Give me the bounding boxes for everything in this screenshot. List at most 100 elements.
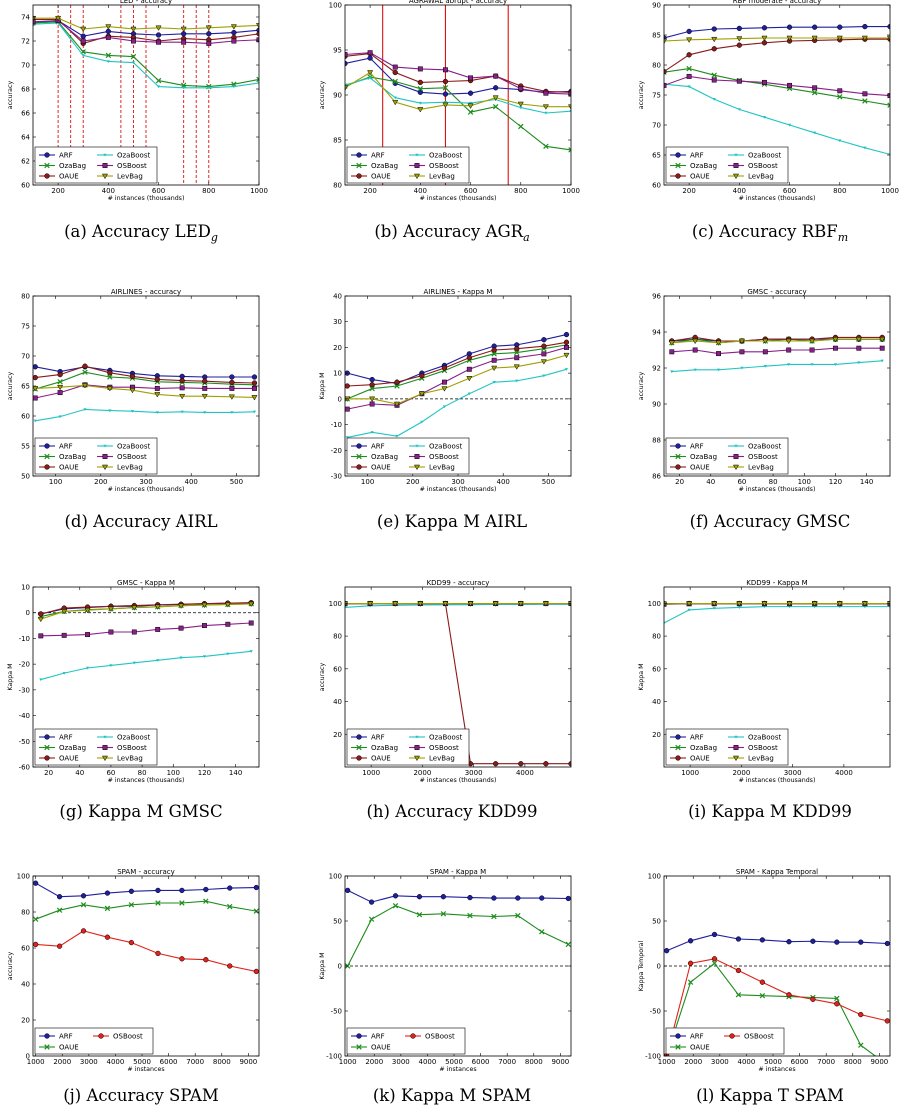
y-tick-label: 20	[652, 731, 661, 739]
data-point-arf	[565, 895, 571, 902]
y-tick-label: 65	[21, 383, 30, 391]
data-point-arf	[392, 893, 399, 899]
data-point-levbag	[517, 601, 524, 607]
y-tick-label: 80	[21, 909, 30, 917]
data-point-levbag	[61, 609, 68, 615]
chart-title: AGRAWAL abrupt - accuracy	[409, 0, 507, 5]
data-point-osboost	[736, 78, 742, 84]
series-line-osboost	[347, 346, 567, 410]
legend-marker-ozabag	[44, 453, 50, 460]
y-tick-label: 66	[21, 110, 30, 118]
series-line-levbag	[345, 71, 571, 110]
x-tick-label: 400	[185, 478, 198, 486]
legend: ARF OzaBag OAUE OzaBoost OSBoost LevBag	[346, 437, 470, 475]
chart-f: GMSC - accuracy 20 40 60 80 100 120 140 86 88 90 92…	[638, 288, 891, 493]
legend-marker-arf	[356, 1033, 362, 1039]
y-tick-label: 80	[652, 62, 661, 70]
data-point-ozaboost	[83, 408, 87, 411]
data-point-arf	[33, 880, 39, 886]
chart-title: LED - accuracy	[120, 0, 172, 5]
data-point-levbag	[715, 340, 722, 346]
data-point-ozabag	[130, 53, 137, 60]
data-point-oaue	[392, 69, 398, 76]
caption-subscript: m	[837, 231, 849, 244]
legend-marker-ozaboost	[734, 153, 738, 157]
data-point-osboost	[686, 73, 692, 79]
y-tick-label: -20	[19, 661, 30, 669]
legend: ARF OzaBag OAUE OzaBoost OSBoost LevBag	[346, 728, 470, 766]
legend-marker-ozaboost	[415, 735, 419, 739]
legend-marker-oaue	[675, 1044, 681, 1050]
data-point-osboost	[231, 38, 237, 44]
series-line-arf	[35, 882, 257, 898]
data-point-arf	[563, 331, 570, 338]
data-point-osboost	[345, 52, 348, 57]
legend-marker-ozabag	[44, 162, 50, 169]
data-point-ozaboost	[762, 116, 767, 119]
figure-caption: (b) Accuracy AGRa	[302, 222, 602, 244]
data-point-oaue	[539, 929, 545, 935]
data-point-ozaboost	[519, 106, 523, 110]
data-point-levbag	[832, 336, 839, 343]
legend-label: OzaBoost	[748, 734, 781, 742]
data-point-osboost	[181, 39, 187, 45]
data-point-levbag	[33, 386, 39, 392]
legend-marker-levbag	[413, 173, 421, 180]
data-point-levbag	[392, 601, 399, 607]
series-line-ozabag	[664, 68, 890, 106]
chart-title: AIRLINES - accuracy	[111, 288, 181, 296]
series-line-arf	[33, 20, 259, 37]
data-point-osboost	[812, 85, 818, 91]
y-tick-label: 100	[329, 2, 342, 10]
data-point-oaue	[735, 992, 742, 998]
data-point-ozabag	[686, 65, 692, 72]
x-axis-label: # instances (thousands)	[739, 195, 816, 202]
y-tick-label: 60	[21, 945, 30, 953]
x-tick-label: 600	[464, 187, 477, 195]
y-axis-label: Kappa M	[7, 663, 14, 690]
legend-label: ARF	[690, 734, 704, 742]
series-line-oaue	[347, 341, 567, 387]
legend-label: OzaBoost	[117, 152, 150, 160]
data-point-ozaboost	[180, 410, 184, 414]
y-axis-label: accuracy	[319, 663, 326, 692]
data-point-levbag	[664, 601, 668, 607]
y-tick-label: 40	[21, 981, 30, 989]
chart-title: SPAM - accuracy	[117, 868, 175, 876]
x-tick-label: 500	[230, 478, 243, 486]
data-point-levbag	[664, 38, 668, 45]
legend-label: OzaBoost	[429, 152, 462, 160]
x-tick-label: 9000	[239, 1058, 257, 1066]
legend-label: OAUE	[59, 755, 79, 763]
legend-marker-osboost	[102, 163, 108, 168]
data-point-levbag	[811, 35, 818, 42]
data-point-oaue	[514, 346, 520, 352]
data-point-osboost	[687, 960, 694, 966]
data-point-ozabag	[394, 383, 400, 389]
legend-label: OzaBag	[690, 744, 717, 752]
data-point-levbag	[467, 601, 474, 607]
plot-frame	[663, 586, 891, 768]
legend-label: OAUE	[690, 173, 710, 181]
legend-label: OAUE	[371, 1044, 391, 1052]
y-axis-label: accuracy	[7, 372, 14, 401]
data-point-arf	[834, 939, 840, 945]
data-point-ozaboost	[664, 621, 666, 625]
data-point-oaue	[82, 363, 88, 369]
caption-subscript: a	[523, 231, 530, 244]
x-tick-label: 3000	[465, 769, 483, 777]
series-line-osboost	[40, 622, 252, 637]
legend: ARF OzaBag OAUE OzaBoost OSBoost LevBag	[665, 146, 789, 184]
data-point-osboost	[787, 82, 793, 88]
y-tick-label: 100	[329, 873, 342, 881]
data-point-levbag	[785, 338, 792, 345]
x-tick-label: 9000	[870, 1058, 888, 1066]
chart-c: RBF moderate - accuracy 200 400 600 800 1000 6…	[638, 0, 899, 202]
y-tick-label: -50	[19, 738, 30, 746]
x-tick-label: 100	[361, 478, 374, 486]
x-axis-label: # instances (thousands)	[420, 777, 497, 784]
data-point-levbag	[879, 336, 886, 343]
data-point-levbag	[84, 607, 91, 614]
data-point-levbag	[542, 104, 549, 110]
data-point-levbag	[809, 338, 816, 345]
